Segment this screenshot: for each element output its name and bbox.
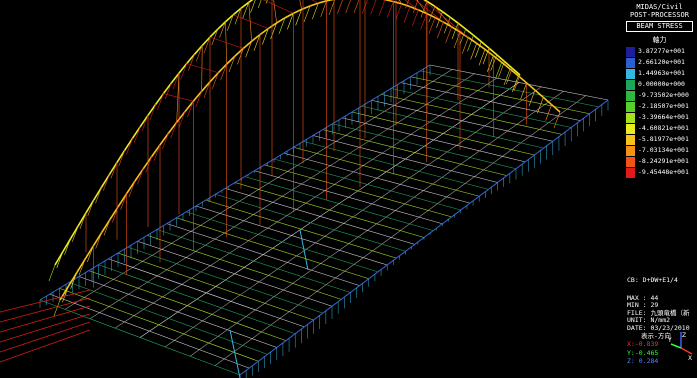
svg-text:Y: Y	[668, 337, 672, 344]
legend-row: -3.39664e+001	[622, 112, 697, 123]
legend-value: 3.87277e+001	[638, 47, 685, 55]
svg-text:X: X	[688, 355, 692, 360]
min-value: MIN : 29	[627, 301, 659, 310]
load-combination: CB: D+DW+E1/4	[627, 276, 678, 284]
legend-row: -2.18507e+001	[622, 101, 697, 112]
view-z: Z: 0.284	[627, 357, 659, 366]
view-x: X:-0.839	[627, 340, 659, 349]
bridge-model	[0, 0, 609, 378]
legend-row: -7.03134e+001	[622, 145, 697, 156]
legend-value: 2.66120e+001	[638, 58, 685, 66]
legend-value: -5.81977e+001	[638, 135, 689, 143]
result-info: CB: D+DW+E1/4 MAX : 44 MIN : 29 FILE: 九頭…	[627, 276, 690, 366]
legend-swatch	[626, 157, 635, 167]
legend-value: -8.24291e+001	[638, 157, 689, 165]
legend-row: -9.45448e+001	[622, 167, 697, 178]
legend-value: -3.39664e+001	[638, 113, 689, 121]
view-direction-label: 表示-方向	[641, 331, 671, 340]
legend-swatch	[626, 58, 635, 68]
module-name: POST-PROCESSOR	[629, 11, 689, 19]
legend-row: -5.81977e+001	[622, 134, 697, 145]
legend-swatch	[626, 146, 635, 156]
file-name: FILE: 九頭竜橋（新	[627, 308, 690, 317]
legend-row: 0.00000e+000	[622, 79, 697, 90]
model-viewport[interactable]	[0, 0, 620, 378]
legend-value: -9.73502e+000	[638, 91, 689, 99]
legend-value: -2.18507e+001	[638, 102, 689, 110]
component-title: 軸力	[652, 36, 667, 44]
legend-swatch	[626, 113, 635, 123]
legend-row: 1.44963e+001	[622, 68, 697, 79]
unit-label: UNIT: N/mm2	[627, 316, 671, 325]
legend-swatch	[626, 135, 635, 145]
legend-row: -4.60821e+001	[622, 123, 697, 134]
axis-triad-icon: Z Y X	[668, 332, 693, 360]
legend-panel: MIDAS/Civil POST-PROCESSOR BEAM STRESS 軸…	[622, 0, 697, 378]
legend-value: 1.44963e+001	[638, 69, 685, 77]
legend-value: 0.00000e+000	[638, 80, 685, 88]
svg-text:Z: Z	[682, 332, 686, 339]
legend-row: -8.24291e+001	[622, 156, 697, 167]
date-label: DATE: 03/23/2010	[627, 323, 690, 332]
legend-swatch	[626, 47, 635, 57]
legend-swatch	[626, 69, 635, 79]
legend-value: -4.60821e+001	[638, 124, 689, 132]
legend-row: 2.66120e+001	[622, 57, 697, 68]
legend-row: -9.73502e+000	[622, 90, 697, 101]
legend-swatch	[626, 80, 635, 90]
color-legend: 3.87277e+001 2.66120e+001 1.44963e+001 0.00…	[622, 46, 697, 178]
legend-row: 3.87277e+001	[622, 46, 697, 57]
app-name: MIDAS/Civil	[636, 3, 683, 11]
result-type: BEAM STRESS	[626, 21, 693, 32]
legend-swatch	[626, 168, 635, 178]
view-y: Y:-0.465	[627, 348, 659, 357]
legend-swatch	[626, 91, 635, 101]
legend-value: -7.03134e+001	[638, 146, 689, 154]
max-value: MAX : 44	[627, 293, 659, 302]
legend-swatch	[626, 124, 635, 134]
legend-swatch	[626, 102, 635, 112]
legend-value: -9.45448e+001	[638, 168, 689, 176]
